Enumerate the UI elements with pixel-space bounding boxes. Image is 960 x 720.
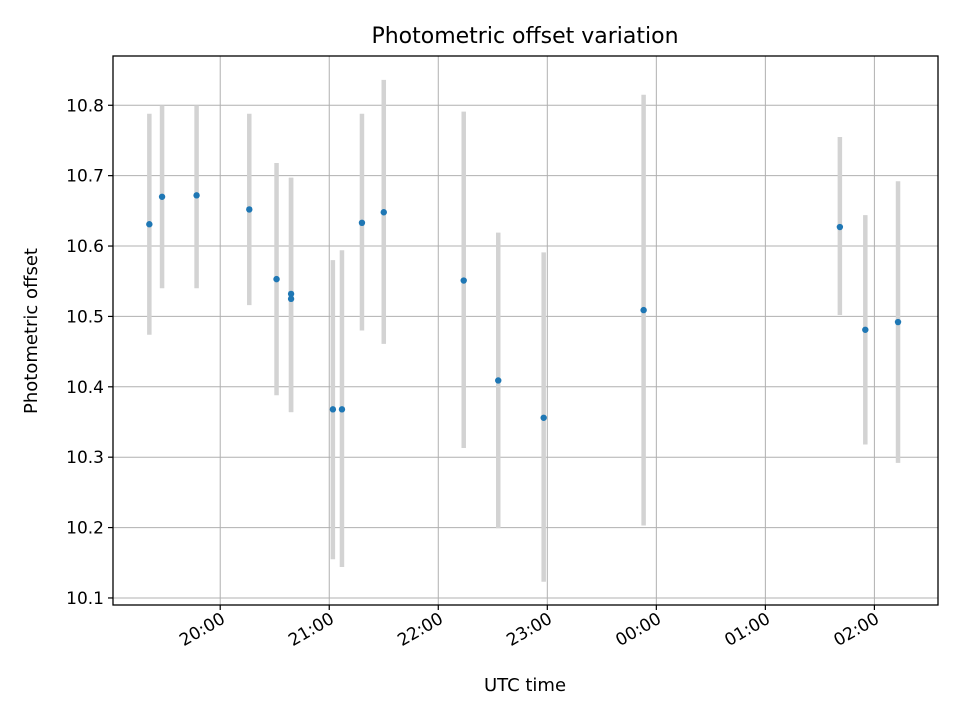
data-point — [894, 318, 902, 326]
data-point — [862, 326, 869, 333]
data-point — [460, 277, 467, 284]
chart-title: Photometric offset variation — [371, 24, 678, 49]
data-point — [287, 290, 295, 298]
data-point — [193, 192, 200, 199]
y-tick-label: 10.2 — [66, 519, 104, 539]
data-point — [246, 206, 253, 213]
data-point — [540, 414, 547, 421]
data-point — [495, 377, 502, 384]
plot-frame — [112, 55, 939, 606]
y-tick-label: 10.3 — [66, 448, 104, 468]
y-tick-label: 10.6 — [66, 237, 104, 257]
data-point — [338, 406, 346, 413]
y-tick-label: 10.4 — [66, 378, 104, 398]
data-point — [836, 223, 844, 231]
data-point — [287, 295, 295, 303]
point-layer — [146, 192, 902, 421]
y-tick-label: 10.1 — [66, 589, 104, 609]
data-point — [380, 209, 387, 216]
y-tick-label: 10.5 — [66, 307, 104, 327]
data-point — [273, 275, 280, 283]
data-point — [329, 406, 337, 413]
data-point — [158, 193, 166, 200]
y-tick-label: 10.8 — [66, 96, 104, 116]
data-point — [640, 306, 647, 314]
y-tick-label: 10.7 — [66, 167, 104, 187]
data-point — [358, 219, 366, 227]
data-point — [146, 221, 153, 228]
y-axis-label: Photometric offset — [21, 248, 42, 414]
x-axis-label: UTC time — [484, 675, 566, 696]
